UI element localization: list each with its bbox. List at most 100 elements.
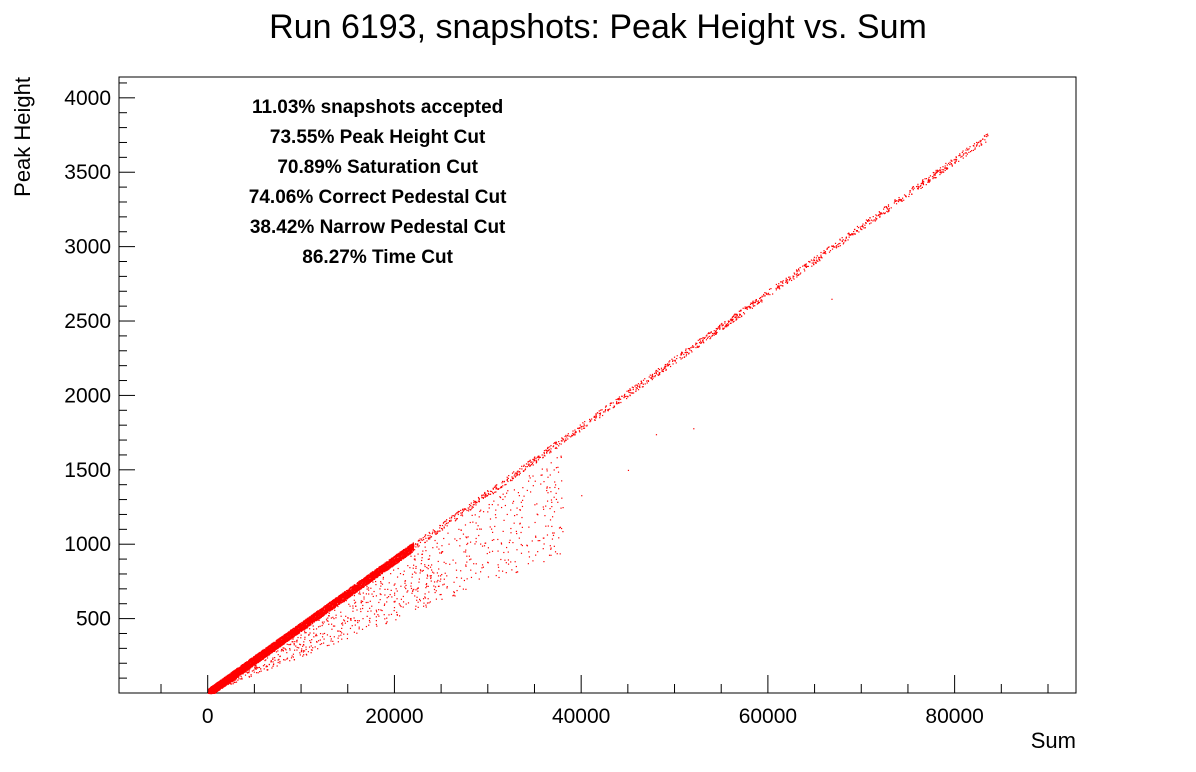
data-point [388,567,390,569]
data-point [730,319,732,321]
data-point [292,627,295,630]
data-point [326,609,328,611]
data-point [358,586,360,588]
data-point [410,544,412,546]
data-point [366,583,369,585]
data-point [384,567,386,569]
data-point [413,588,415,591]
data-point [272,645,274,647]
data-point [277,641,279,643]
data-point [310,615,312,617]
data-point [231,676,233,678]
data-point [384,568,386,570]
data-point [393,557,395,559]
data-point [393,556,395,558]
data-point [265,652,267,654]
data-point [303,622,305,625]
data-point [267,649,269,651]
data-point [407,549,409,551]
data-point [360,582,362,584]
data-point [515,530,518,533]
data-point [319,639,321,641]
data-point [241,667,244,669]
data-point [368,582,370,584]
data-point [301,648,303,650]
plot-frame [118,76,1077,694]
data-point [562,439,564,441]
data-point [525,466,527,468]
data-point [299,622,302,624]
data-point [236,670,238,672]
data-point [333,599,335,601]
data-point [543,452,546,454]
data-point [391,559,393,561]
data-point [253,656,255,658]
data-point [627,469,630,472]
data-point [246,662,249,664]
data-point [310,623,312,625]
data-point [599,412,602,414]
data-point [823,252,826,254]
data-point [403,557,405,559]
data-point [767,292,770,294]
data-point [245,670,247,672]
data-point [266,653,268,655]
data-point [312,617,314,619]
data-point [385,566,387,568]
data-point [222,678,224,681]
data-point [240,668,243,670]
data-point [240,673,242,675]
data-point [302,625,304,627]
data-point [330,604,332,606]
data-point [297,628,299,630]
data-point [348,591,350,593]
data-point [413,543,415,546]
data-point [274,642,276,644]
data-point [351,594,353,597]
data-point [379,571,381,573]
data-point [380,568,382,570]
data-point [405,555,407,557]
data-point [352,592,354,595]
data-point [346,594,349,596]
data-point [304,623,307,625]
data-point [345,589,348,592]
data-point [375,609,377,611]
data-point [322,615,324,617]
data-point [331,599,334,602]
data-point [262,655,265,657]
data-point [357,620,359,622]
data-point [917,185,919,187]
data-point [410,551,412,553]
data-point [275,648,277,650]
data-point [313,619,315,622]
data-point [861,225,863,227]
data-point [309,621,312,624]
data-point [562,507,564,509]
data-point [283,635,285,637]
data-point [402,555,404,557]
data-point [381,573,383,575]
data-point [283,634,285,637]
data-point [282,637,284,640]
data-point [335,602,338,604]
data-point [954,158,956,161]
data-point [396,553,398,555]
data-point [655,434,658,436]
data-point [234,670,237,672]
data-point [332,599,335,601]
data-point [254,655,256,657]
data-point [307,621,309,623]
data-point [372,570,374,573]
data-point [987,135,989,137]
data-point [211,687,213,689]
data-point [373,578,376,580]
data-point [375,573,378,575]
data-point [317,610,319,612]
data-point [260,650,263,652]
data-point [369,580,371,582]
data-point [301,630,303,632]
data-point [394,560,396,563]
data-point [469,559,471,561]
data-point [301,626,303,628]
